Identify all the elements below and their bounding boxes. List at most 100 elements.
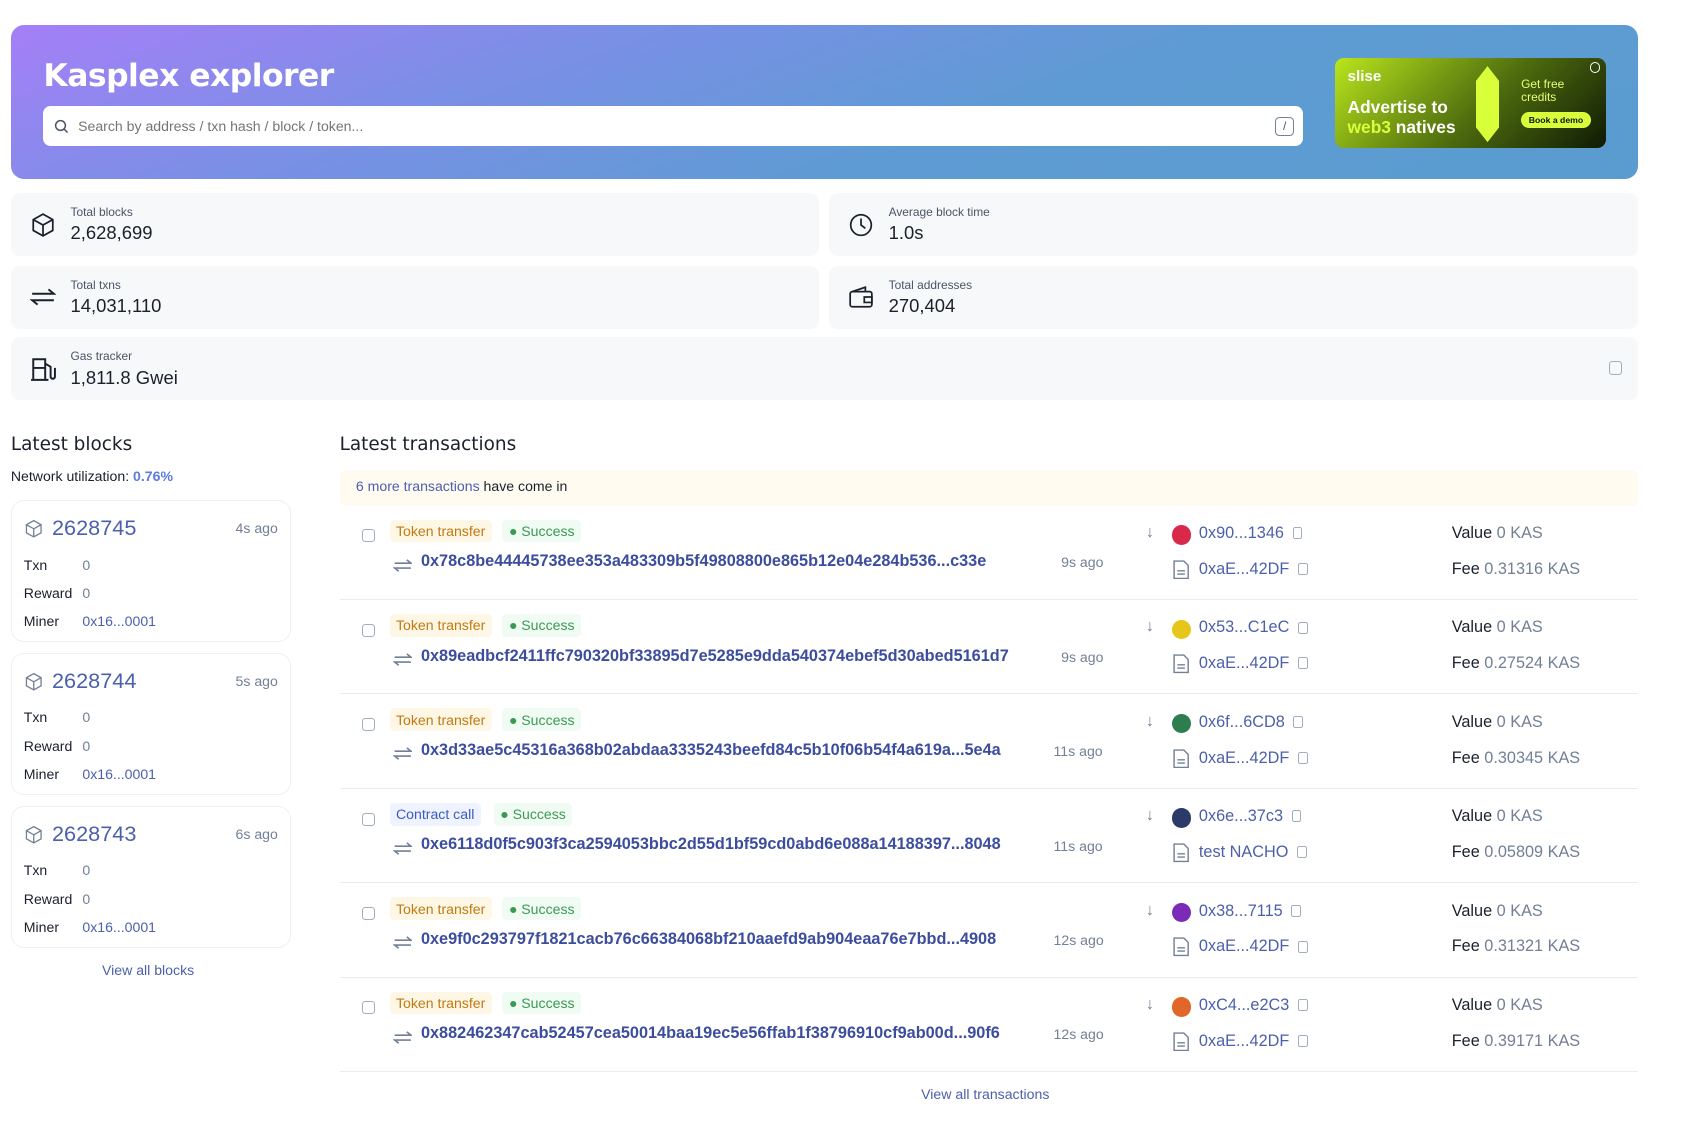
copy-icon[interactable] — [1297, 563, 1308, 575]
copy-icon[interactable] — [1291, 810, 1302, 823]
info-icon[interactable] — [362, 718, 376, 732]
txn-value: 0 — [82, 862, 91, 879]
tx-hash-link[interactable]: 0xe9f0c293797f1821cacb76c66384068bf210aa… — [420, 929, 997, 948]
avatar — [1171, 902, 1192, 923]
copy-icon[interactable] — [1297, 940, 1308, 953]
new-transactions-banner: 6 more transactions have come in — [339, 469, 1639, 506]
info-icon[interactable] — [362, 907, 376, 921]
fee-label: Fee — [1451, 843, 1480, 862]
contract-file-icon — [1173, 843, 1189, 863]
ad-graphic — [1475, 66, 1500, 143]
from-address-link[interactable]: 0x6e...37c3 — [1198, 807, 1284, 826]
tx-type-badge: Token transfer — [389, 519, 492, 543]
search-bar[interactable]: / — [43, 106, 1304, 147]
info-icon[interactable] — [362, 812, 376, 826]
to-address-link[interactable]: test NACHO — [1198, 843, 1289, 862]
from-address-link[interactable]: 0x90...1346 — [1198, 524, 1284, 543]
status-text: Success — [521, 711, 575, 728]
tx-hash-link[interactable]: 0xe6118d0f5c903f3ca2594053bbc2d55d1bf59c… — [420, 835, 1001, 854]
from-address-link[interactable]: 0x38...7115 — [1198, 901, 1283, 920]
value-amount: 0 KAS — [1496, 901, 1543, 920]
block-card: 2628743 6s ago Txn 0 Reward 0 Miner 0x16… — [10, 806, 291, 949]
cube-icon — [32, 212, 55, 237]
info-icon[interactable] — [362, 623, 376, 637]
block-number-link[interactable]: 2628744 — [51, 668, 137, 694]
status-badge: ● Success — [502, 991, 582, 1015]
copy-icon[interactable] — [1297, 751, 1308, 764]
tx-value: Value 0 KAS — [1452, 996, 1543, 1015]
check-circle-icon: ● — [500, 806, 509, 823]
to-address-link[interactable]: 0xaE...42DF — [1198, 937, 1290, 956]
advertisement[interactable]: slise Advertise to web3 natives Get free… — [1334, 57, 1606, 148]
view-all-transactions-link[interactable]: View all transactions — [921, 1086, 1050, 1103]
value-amount: 0 KAS — [1496, 524, 1543, 543]
tx-value: Value 0 KAS — [1452, 713, 1543, 732]
copy-icon[interactable] — [1293, 715, 1304, 728]
value-label: Value — [1451, 807, 1493, 826]
info-icon[interactable] — [1589, 61, 1601, 73]
arrow-down-icon: ↓ — [1145, 617, 1154, 636]
txn-label: Txn — [23, 556, 48, 573]
block-age: 6s ago — [235, 825, 278, 842]
miner-link[interactable]: 0x16...0001 — [82, 918, 157, 935]
copy-icon[interactable] — [1297, 1034, 1308, 1047]
check-circle-icon: ● — [508, 994, 518, 1011]
arrow-down-icon: ↓ — [1145, 522, 1154, 541]
reward-value: 0 — [82, 737, 91, 754]
new-transactions-link[interactable]: 6 more transactions — [355, 478, 480, 495]
from-address-link[interactable]: 0x53...C1eC — [1198, 618, 1290, 637]
miner-label: Miner — [23, 612, 60, 629]
contract-file-icon — [1173, 560, 1189, 579]
util-label: Network utilization: — [10, 467, 134, 484]
status-text: Success — [521, 900, 575, 917]
status-text: Success — [512, 806, 566, 823]
avatar — [1171, 525, 1192, 545]
reward-label: Reward — [23, 584, 73, 601]
txn-label: Txn — [23, 862, 48, 879]
copy-icon[interactable] — [1298, 999, 1308, 1012]
tx-hash-link[interactable]: 0x3d33ae5c45316a368b02abdaa3335243beefd8… — [420, 741, 1001, 760]
info-icon[interactable] — [362, 1001, 376, 1015]
to-address-link[interactable]: 0xaE...42DF — [1198, 559, 1290, 578]
to-address-link[interactable]: 0xaE...42DF — [1198, 1031, 1290, 1050]
tx-value: Value 0 KAS — [1452, 524, 1543, 543]
from-address-link[interactable]: 0xC4...e2C3 — [1198, 996, 1290, 1015]
to-address-link[interactable]: 0xaE...42DF — [1198, 748, 1290, 767]
check-circle-icon: ● — [508, 711, 518, 728]
stat-total-txns: Total txns 14,031,110 — [10, 265, 820, 329]
status-badge: ● Success — [502, 519, 582, 543]
transfer-icon — [30, 288, 57, 306]
copy-icon[interactable] — [1292, 527, 1303, 540]
info-icon[interactable] — [362, 529, 376, 543]
tx-age: 11s ago — [1053, 837, 1103, 854]
search-input[interactable] — [78, 118, 1275, 135]
transaction-row: Token transfer ● Success 0x3d33ae5c45316… — [339, 694, 1639, 789]
tx-age: 9s ago — [1061, 648, 1104, 665]
arrow-down-icon: ↓ — [1145, 711, 1154, 730]
search-icon — [55, 119, 69, 133]
info-icon[interactable] — [1609, 361, 1623, 376]
from-address-link[interactable]: 0x6f...6CD8 — [1198, 712, 1285, 731]
tx-hash-link[interactable]: 0x89eadbcf2411ffc790320bf33895d7e5285e9d… — [420, 646, 1009, 665]
tx-fee: Fee 0.27524 KAS — [1452, 654, 1580, 673]
ad-headline-accent: web3 — [1347, 117, 1391, 138]
ad-cta-button[interactable]: Book a demo — [1521, 111, 1591, 129]
tx-hash-link[interactable]: 0x882462347cab52457cea50014baa19ec5e56ff… — [420, 1024, 1000, 1043]
view-all-blocks-link[interactable]: View all blocks — [101, 962, 195, 979]
fee-amount: 0.27524 KAS — [1484, 654, 1581, 673]
copy-icon[interactable] — [1297, 657, 1308, 670]
stat-avg-block-time: Average block time 1.0s — [828, 193, 1639, 257]
copy-icon[interactable] — [1297, 846, 1307, 859]
tx-hash-link[interactable]: 0x78c8be44445738ee353a483309b5f49808800e… — [420, 552, 987, 571]
block-number-link[interactable]: 2628745 — [51, 515, 137, 541]
copy-icon[interactable] — [1298, 621, 1308, 634]
stat-label: Total txns — [70, 277, 121, 292]
to-address-link[interactable]: 0xaE...42DF — [1198, 654, 1290, 673]
copy-icon[interactable] — [1291, 904, 1302, 917]
block-number-link[interactable]: 2628743 — [51, 821, 137, 847]
miner-link[interactable]: 0x16...0001 — [82, 612, 157, 629]
value-amount: 0 KAS — [1496, 618, 1543, 637]
stat-label: Average block time — [888, 205, 990, 220]
tx-value: Value 0 KAS — [1452, 902, 1543, 921]
miner-link[interactable]: 0x16...0001 — [82, 765, 157, 782]
